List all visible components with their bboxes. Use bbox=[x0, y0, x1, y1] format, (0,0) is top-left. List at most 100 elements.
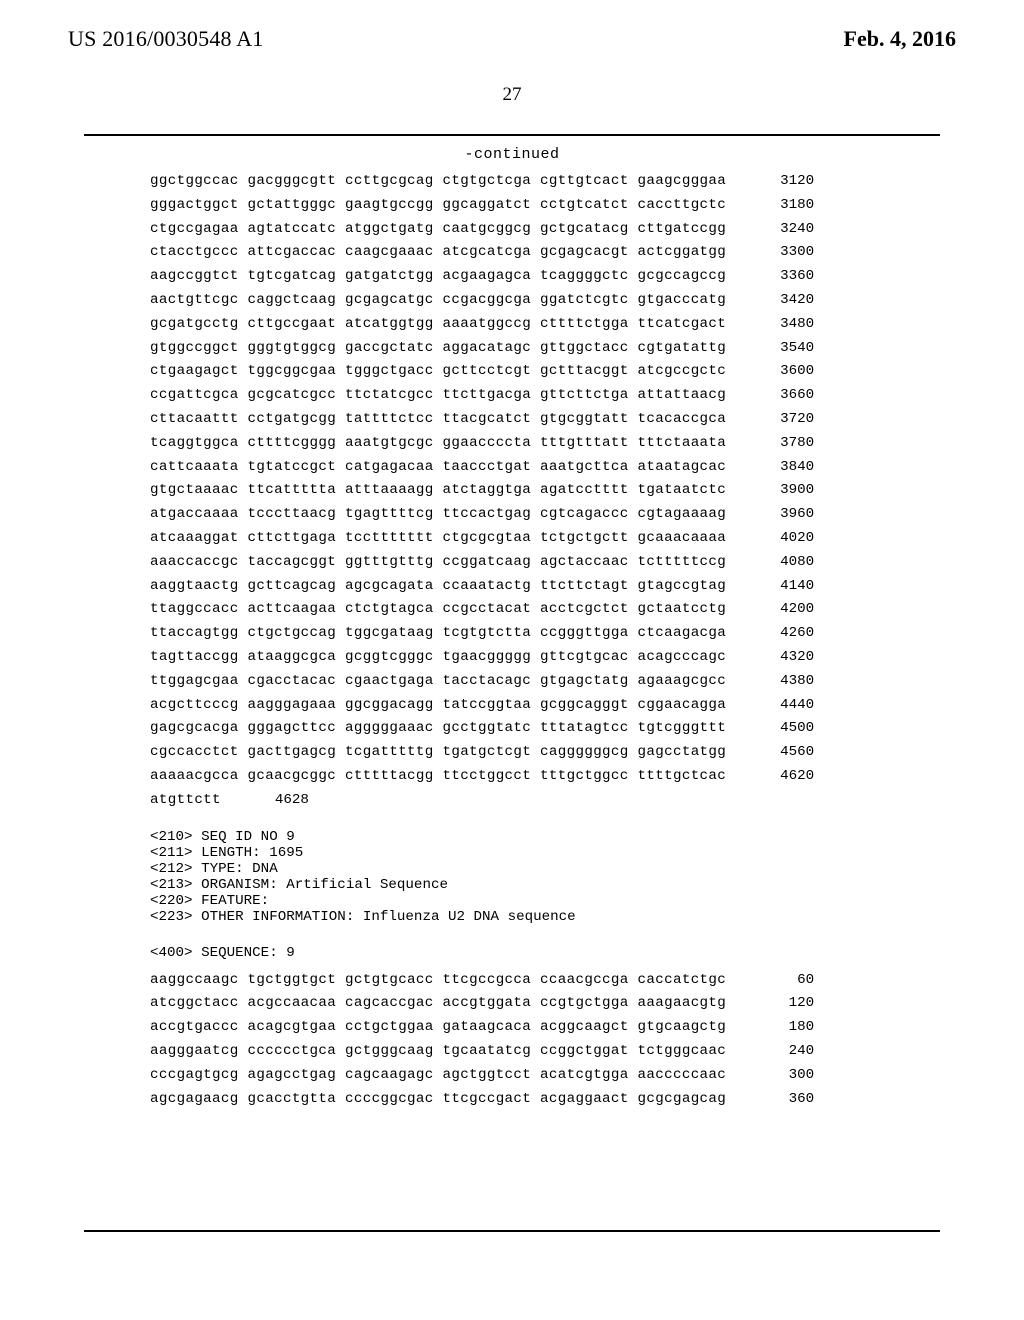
sequence-position: 240 bbox=[752, 1044, 814, 1058]
sequence-text: gtgctaaaac ttcattttta atttaaaagg atctagg… bbox=[150, 483, 726, 497]
sequence-text: ttggagcgaa cgacctacac cgaactgaga tacctac… bbox=[150, 674, 726, 688]
sequence-row: aactgttcgc caggctcaag gcgagcatgc ccgacgg… bbox=[150, 293, 904, 307]
sequence-text: gtggccggct gggtgtggcg gaccgctatc aggacat… bbox=[150, 341, 726, 355]
sequence-row: ttaccagtgg ctgctgccag tggcgataag tcgtgtc… bbox=[150, 626, 904, 640]
sequence-text: tcaggtggca cttttcgggg aaatgtgcgc ggaaccc… bbox=[150, 436, 726, 450]
sequence-position: 4560 bbox=[752, 745, 814, 759]
sequence-text: tagttaccgg ataaggcgca gcggtcgggc tgaacgg… bbox=[150, 650, 726, 664]
sequence-position: 360 bbox=[752, 1092, 814, 1106]
sequence-text: aagggaatcg cccccctgca gctgggcaag tgcaata… bbox=[150, 1044, 726, 1058]
sequence-row: aaaccaccgc taccagcggt ggtttgtttg ccggatc… bbox=[150, 555, 904, 569]
sequence-text: gcgatgcctg cttgccgaat atcatggtgg aaaatgg… bbox=[150, 317, 726, 331]
page-number: 27 bbox=[0, 84, 1024, 106]
sequence-position: 3240 bbox=[752, 222, 814, 236]
sequence-position: 4080 bbox=[752, 555, 814, 569]
sequence-position: 3960 bbox=[752, 507, 814, 521]
sequence-row: tagttaccgg ataaggcgca gcggtcgggc tgaacgg… bbox=[150, 650, 904, 664]
sequence-row: aaaaacgcca gcaacgcggc ctttttacgg ttcctgg… bbox=[150, 769, 904, 783]
sequence-position: 180 bbox=[752, 1020, 814, 1034]
sequence-position: 120 bbox=[752, 996, 814, 1010]
sequence-row: aagccggtct tgtcgatcag gatgatctgg acgaaga… bbox=[150, 269, 904, 283]
sequence-text: accgtgaccc acagcgtgaa cctgctggaa gataagc… bbox=[150, 1020, 726, 1034]
sequence-row: ttggagcgaa cgacctacac cgaactgaga tacctac… bbox=[150, 674, 904, 688]
sequence-position: 3900 bbox=[752, 483, 814, 497]
sequence-position: 4500 bbox=[752, 721, 814, 735]
sequence-position: 4020 bbox=[752, 531, 814, 545]
sequence-text: ttaggccacc acttcaagaa ctctgtagca ccgccta… bbox=[150, 602, 726, 616]
continued-label: -continued bbox=[0, 146, 1024, 163]
sequence-text: atcaaaggat cttcttgaga tccttttttt ctgcgcg… bbox=[150, 531, 726, 545]
sequence-position: 4440 bbox=[752, 698, 814, 712]
sequence-row: ttaggccacc acttcaagaa ctctgtagca ccgccta… bbox=[150, 602, 904, 616]
sequence-row: ctgccgagaa agtatccatc atggctgatg caatgcg… bbox=[150, 222, 904, 236]
sequence-position: 3480 bbox=[752, 317, 814, 331]
sequence-position: 4628 bbox=[247, 793, 309, 807]
sequence-text: gggactggct gctattgggc gaagtgccgg ggcagga… bbox=[150, 198, 726, 212]
sequence-text: agcgagaacg gcacctgtta ccccggcgac ttcgccg… bbox=[150, 1092, 726, 1106]
publication-date: Feb. 4, 2016 bbox=[844, 26, 956, 52]
page: US 2016/0030548 A1 Feb. 4, 2016 27 -cont… bbox=[0, 0, 1024, 1320]
sequence-row: aaggccaagc tgctggtgct gctgtgcacc ttcgccg… bbox=[150, 973, 904, 987]
bottom-rule bbox=[84, 1230, 940, 1232]
sequence-metadata: <400> SEQUENCE: 9 bbox=[150, 945, 904, 961]
sequence-position: 4140 bbox=[752, 579, 814, 593]
sequence-text: aactgttcgc caggctcaag gcgagcatgc ccgacgg… bbox=[150, 293, 726, 307]
sequence-text: gagcgcacga gggagcttcc agggggaaac gcctggt… bbox=[150, 721, 726, 735]
sequence-row: cgccacctct gacttgagcg tcgatttttg tgatgct… bbox=[150, 745, 904, 759]
sequence-text: aaaccaccgc taccagcggt ggtttgtttg ccggatc… bbox=[150, 555, 726, 569]
sequence-position: 3720 bbox=[752, 412, 814, 426]
sequence-row: gggactggct gctattgggc gaagtgccgg ggcagga… bbox=[150, 198, 904, 212]
sequence-metadata: <210> SEQ ID NO 9 <211> LENGTH: 1695 <21… bbox=[150, 829, 904, 925]
sequence-position: 3120 bbox=[752, 174, 814, 188]
sequence-row: agcgagaacg gcacctgtta ccccggcgac ttcgccg… bbox=[150, 1092, 904, 1106]
sequence-position: 4380 bbox=[752, 674, 814, 688]
sequence-text: ttaccagtgg ctgctgccag tggcgataag tcgtgtc… bbox=[150, 626, 726, 640]
sequence-text: acgcttcccg aagggagaaa ggcggacagg tatccgg… bbox=[150, 698, 726, 712]
sequence-text: cttacaattt cctgatgcgg tattttctcc ttacgca… bbox=[150, 412, 726, 426]
sequence-text: aagccggtct tgtcgatcag gatgatctgg acgaaga… bbox=[150, 269, 726, 283]
sequence-row: acgcttcccg aagggagaaa ggcggacagg tatccgg… bbox=[150, 698, 904, 712]
sequence-row: atcggctacc acgccaacaa cagcaccgac accgtgg… bbox=[150, 996, 904, 1010]
sequence-text: ccgattcgca gcgcatcgcc ttctatcgcc ttcttga… bbox=[150, 388, 726, 402]
sequence-row: ctacctgccc attcgaccac caagcgaaac atcgcat… bbox=[150, 245, 904, 259]
sequence-text: atgttctt bbox=[150, 793, 221, 807]
sequence-row: atgttctt 4628 bbox=[150, 793, 904, 807]
sequence-row: cattcaaata tgtatccgct catgagacaa taaccct… bbox=[150, 460, 904, 474]
sequence-text: cgccacctct gacttgagcg tcgatttttg tgatgct… bbox=[150, 745, 726, 759]
sequence-position: 3420 bbox=[752, 293, 814, 307]
sequence-row: gcgatgcctg cttgccgaat atcatggtgg aaaatgg… bbox=[150, 317, 904, 331]
sequence-listing: ggctggccac gacgggcgtt ccttgcgcag ctgtgct… bbox=[150, 174, 904, 1115]
sequence-text: ctgaagagct tggcggcgaa tgggctgacc gcttcct… bbox=[150, 364, 726, 378]
sequence-row: aaggtaactg gcttcagcag agcgcagata ccaaata… bbox=[150, 579, 904, 593]
sequence-text: aaggccaagc tgctggtgct gctgtgcacc ttcgccg… bbox=[150, 973, 726, 987]
sequence-row: accgtgaccc acagcgtgaa cctgctggaa gataagc… bbox=[150, 1020, 904, 1034]
sequence-text: ctgccgagaa agtatccatc atggctgatg caatgcg… bbox=[150, 222, 726, 236]
sequence-position: 3180 bbox=[752, 198, 814, 212]
sequence-text: atgaccaaaa tcccttaacg tgagttttcg ttccact… bbox=[150, 507, 726, 521]
sequence-position: 3300 bbox=[752, 245, 814, 259]
sequence-position: 3840 bbox=[752, 460, 814, 474]
sequence-row: cccgagtgcg agagcctgag cagcaagagc agctggt… bbox=[150, 1068, 904, 1082]
sequence-row: ctgaagagct tggcggcgaa tgggctgacc gcttcct… bbox=[150, 364, 904, 378]
sequence-text: cccgagtgcg agagcctgag cagcaagagc agctggt… bbox=[150, 1068, 726, 1082]
sequence-row: atgaccaaaa tcccttaacg tgagttttcg ttccact… bbox=[150, 507, 904, 521]
sequence-row: gtgctaaaac ttcattttta atttaaaagg atctagg… bbox=[150, 483, 904, 497]
sequence-text: ctacctgccc attcgaccac caagcgaaac atcgcat… bbox=[150, 245, 726, 259]
sequence-text: aaggtaactg gcttcagcag agcgcagata ccaaata… bbox=[150, 579, 726, 593]
sequence-row: aagggaatcg cccccctgca gctgggcaag tgcaata… bbox=[150, 1044, 904, 1058]
sequence-position: 60 bbox=[752, 973, 814, 987]
sequence-text: ggctggccac gacgggcgtt ccttgcgcag ctgtgct… bbox=[150, 174, 726, 188]
sequence-position: 4260 bbox=[752, 626, 814, 640]
sequence-position: 3540 bbox=[752, 341, 814, 355]
sequence-row: gtggccggct gggtgtggcg gaccgctatc aggacat… bbox=[150, 341, 904, 355]
sequence-position: 4620 bbox=[752, 769, 814, 783]
sequence-position: 3360 bbox=[752, 269, 814, 283]
sequence-text: atcggctacc acgccaacaa cagcaccgac accgtgg… bbox=[150, 996, 726, 1010]
sequence-position: 4200 bbox=[752, 602, 814, 616]
sequence-position: 3780 bbox=[752, 436, 814, 450]
sequence-row: ggctggccac gacgggcgtt ccttgcgcag ctgtgct… bbox=[150, 174, 904, 188]
sequence-position: 300 bbox=[752, 1068, 814, 1082]
sequence-row: tcaggtggca cttttcgggg aaatgtgcgc ggaaccc… bbox=[150, 436, 904, 450]
sequence-position: 3600 bbox=[752, 364, 814, 378]
sequence-position: 3660 bbox=[752, 388, 814, 402]
